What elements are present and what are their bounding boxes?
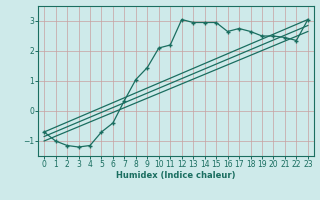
X-axis label: Humidex (Indice chaleur): Humidex (Indice chaleur) xyxy=(116,171,236,180)
